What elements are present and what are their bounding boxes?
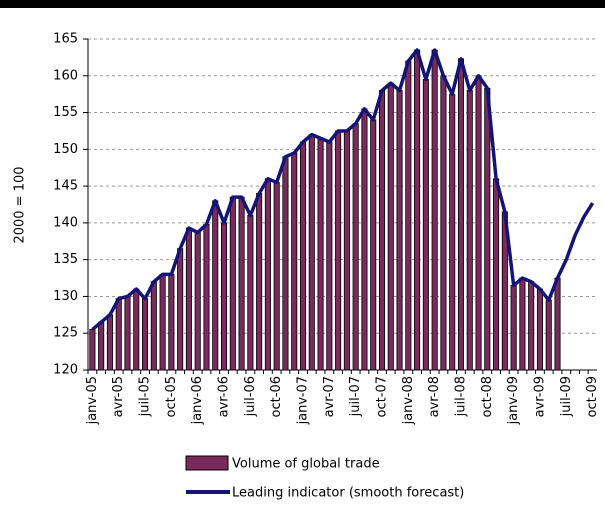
bar xyxy=(115,298,122,371)
line xyxy=(91,48,595,331)
legend-label: Leading indicator (smooth forecast) xyxy=(232,486,464,501)
y-tick-label: 150 xyxy=(53,142,78,157)
x-tick-label: juil-08 xyxy=(453,376,468,417)
y-tick-label: 125 xyxy=(53,326,78,341)
bar xyxy=(317,137,324,371)
bar xyxy=(194,232,201,371)
bar xyxy=(396,90,403,371)
x-tick-label: janv-07 xyxy=(296,376,311,425)
x-tick-label: juil-09 xyxy=(559,376,574,417)
y-axis-label: 2000 = 100 xyxy=(13,166,28,243)
bar xyxy=(484,87,491,371)
bar xyxy=(466,90,473,371)
y-tick-label: 165 xyxy=(53,32,78,47)
bar xyxy=(545,299,552,371)
y-tick-label: 155 xyxy=(53,105,78,120)
legend-swatch xyxy=(185,455,229,471)
x-tick-label: oct-05 xyxy=(164,376,179,417)
bar xyxy=(510,285,517,371)
x-tick-label: avr-05 xyxy=(111,376,126,417)
bar xyxy=(168,273,175,371)
bar xyxy=(370,119,377,371)
x-tick-label: avr-06 xyxy=(217,376,232,417)
bar xyxy=(554,277,561,371)
bar xyxy=(247,215,254,371)
bar xyxy=(378,90,386,371)
bar xyxy=(220,222,228,371)
bar xyxy=(98,321,105,371)
bar xyxy=(519,277,526,371)
x-tick-label: juil-06 xyxy=(243,376,258,417)
bar xyxy=(89,329,96,371)
bar xyxy=(282,156,289,371)
bar xyxy=(299,141,307,371)
x-tick-label: oct-06 xyxy=(269,376,284,417)
x-tick-label: juil-05 xyxy=(138,376,153,417)
bar xyxy=(203,223,210,371)
y-tick-label: 140 xyxy=(53,215,78,230)
bar xyxy=(422,79,429,371)
y-tick-label: 135 xyxy=(53,252,78,267)
bar xyxy=(326,141,333,371)
y-tick-label: 130 xyxy=(53,289,78,304)
x-tick-label: janv-05 xyxy=(85,376,100,425)
bar xyxy=(457,58,465,371)
bar xyxy=(308,134,315,371)
x-tick-label: juil-07 xyxy=(348,376,363,417)
bar xyxy=(352,123,359,371)
bar xyxy=(150,281,157,371)
y-tick-label: 160 xyxy=(53,68,78,83)
bar xyxy=(493,178,500,371)
bar xyxy=(335,130,342,371)
bar xyxy=(536,288,543,371)
x-tick-label: avr-09 xyxy=(532,376,547,417)
bar xyxy=(159,273,166,371)
bar xyxy=(475,75,482,371)
bar xyxy=(291,152,298,371)
bar xyxy=(273,182,280,371)
x-tick-label: avr-07 xyxy=(322,376,337,417)
top-band xyxy=(0,0,605,8)
bar xyxy=(264,178,271,371)
x-tick-label: avr-08 xyxy=(427,376,442,417)
bar xyxy=(387,82,394,371)
bar xyxy=(414,49,421,371)
bar xyxy=(361,108,368,371)
bar xyxy=(528,281,535,371)
x-tick-label: janv-08 xyxy=(401,376,416,425)
bar xyxy=(124,296,131,371)
bar xyxy=(343,130,350,371)
bar xyxy=(142,298,149,371)
legend-label: Volume of global trade xyxy=(232,457,380,472)
bar xyxy=(449,93,456,371)
bar xyxy=(405,60,412,371)
bar xyxy=(256,193,263,371)
x-tick-label: oct-07 xyxy=(374,376,389,417)
bar xyxy=(440,75,447,371)
bar xyxy=(133,288,140,371)
y-tick-label: 145 xyxy=(53,179,78,194)
bar xyxy=(212,200,219,371)
x-tick-label: oct-08 xyxy=(480,376,495,417)
y-tick-label: 120 xyxy=(53,363,78,378)
x-tick-label: janv-09 xyxy=(506,376,521,425)
bar xyxy=(238,196,245,371)
bar xyxy=(229,196,236,371)
bar xyxy=(106,314,113,371)
bar xyxy=(177,248,184,371)
bar xyxy=(431,49,438,371)
bar xyxy=(185,227,192,371)
x-tick-label: janv-06 xyxy=(190,376,205,425)
x-tick-label: oct-09 xyxy=(585,376,600,417)
